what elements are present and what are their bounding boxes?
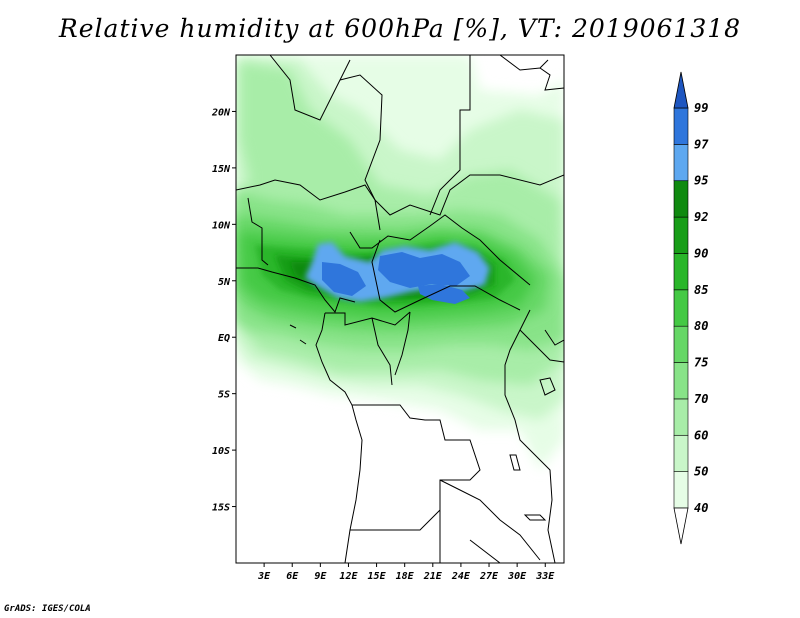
- border-equatorial: [325, 311, 411, 386]
- lon-tick-label: 6E: [286, 571, 299, 582]
- rh-99-area-east: [418, 284, 470, 304]
- colorbar-label: 99: [694, 101, 708, 115]
- lon-tick-label: 30E: [507, 571, 527, 582]
- border-east-rift: [504, 309, 564, 563]
- map-frame: [235, 54, 565, 564]
- lon-tick-label: 3E: [257, 571, 271, 582]
- colorbar-segment: [673, 216, 689, 254]
- latitude-axis: 20N 15N 10N 5N EQ 5S 10S 15S: [211, 107, 236, 514]
- colorbar-label: 92: [694, 210, 708, 224]
- lon-tick-label: 21E: [423, 571, 443, 582]
- country-borders: [236, 55, 564, 563]
- border-sahel: [236, 174, 564, 231]
- lat-tick-label: 20N: [211, 107, 231, 118]
- lat-tick-label: 15N: [212, 164, 231, 175]
- lat-tick-label: 5S: [218, 390, 230, 401]
- lon-tick-label: 33E: [535, 571, 555, 582]
- colorbar-segment: [673, 398, 689, 436]
- lon-tick-label: 15E: [368, 571, 387, 582]
- border-central: [349, 214, 531, 313]
- colorbar-label: 97: [694, 137, 709, 151]
- colorbar-label: 80: [694, 319, 708, 333]
- lon-tick-label: 18E: [396, 571, 415, 582]
- colorbar-label: 75: [694, 356, 708, 370]
- colorbar: 40 50 60 70 75 80 85 90 92 95 97 99: [673, 71, 709, 545]
- humidity-field: [236, 55, 564, 470]
- colorbar-min-arrow: [673, 507, 689, 545]
- lat-tick-label: EQ: [218, 333, 230, 344]
- rh-99-area-central: [378, 252, 470, 288]
- grads-credit: GrADS: IGES/COLA: [4, 604, 91, 614]
- rh-99-area-west: [322, 262, 366, 296]
- lat-tick-label: 15S: [212, 503, 230, 514]
- colorbar-label: 50: [694, 465, 708, 479]
- lon-tick-label: 24E: [451, 571, 471, 582]
- colorbar-label: 85: [694, 283, 708, 297]
- lon-tick-label: 9E: [314, 571, 327, 582]
- coast-northeast: [499, 55, 564, 91]
- border-west: [236, 197, 356, 313]
- colorbar-segment: [673, 107, 689, 145]
- colorbar-segment: [673, 434, 689, 472]
- colorbar-label: 90: [694, 246, 708, 260]
- chart-title: Relative humidity at 600hPa [%], VT: 201…: [58, 14, 742, 43]
- colorbar-label: 60: [694, 428, 708, 442]
- colorbar-segment: [673, 180, 689, 218]
- lat-tick-label: 5N: [218, 277, 231, 288]
- border-north: [269, 55, 471, 216]
- colorbar-segment: [673, 325, 689, 363]
- lake-outlines: [289, 324, 556, 521]
- colorbar-label: 95: [694, 174, 708, 188]
- colorbar-segment: [673, 362, 689, 400]
- lon-tick-label: 12E: [339, 571, 358, 582]
- map-frame-content: [236, 55, 564, 563]
- longitude-axis: 3E 6E 9E 12E 15E 18E 21E 24E 27E 30E 33E: [257, 563, 555, 582]
- colorbar-max-arrow: [673, 71, 689, 109]
- lon-tick-label: 27E: [479, 571, 499, 582]
- colorbar-segment: [673, 253, 689, 291]
- border-south: [350, 404, 541, 563]
- colorbar-segment: [673, 471, 689, 509]
- lat-tick-label: 10N: [212, 220, 231, 231]
- colorbar-label: 40: [694, 501, 708, 515]
- lat-tick-label: 10S: [212, 446, 230, 457]
- colorbar-segment: [673, 289, 689, 327]
- colorbar-segment: [673, 144, 689, 182]
- colorbar-label: 70: [694, 392, 708, 406]
